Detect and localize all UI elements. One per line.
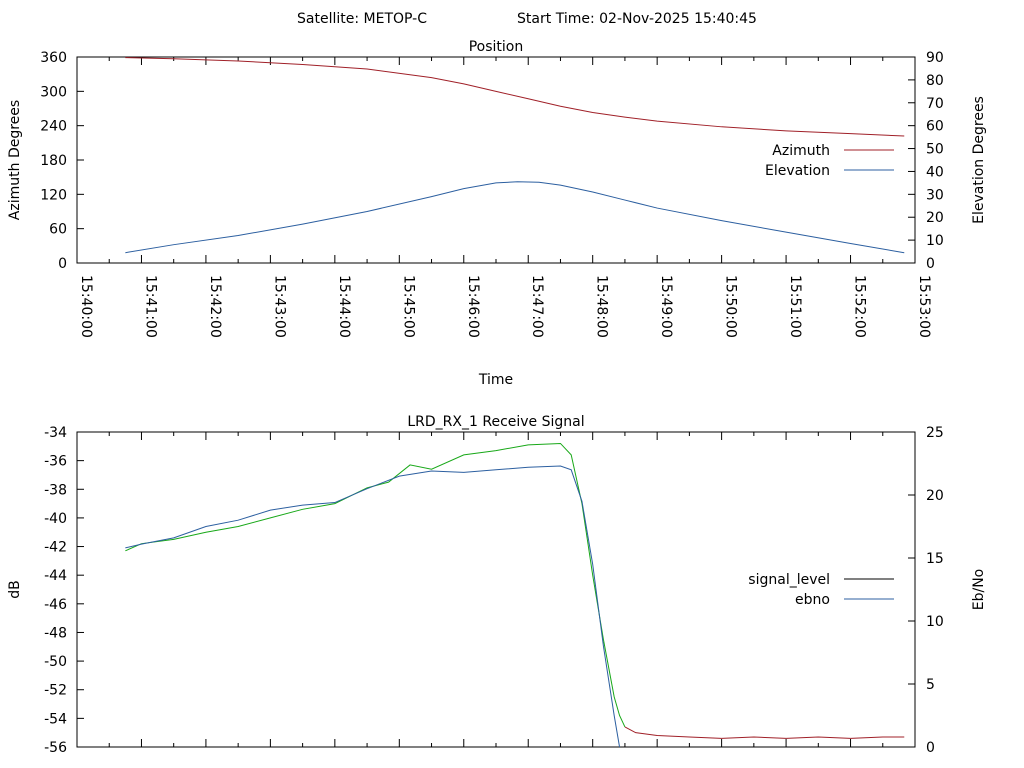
x-tick-label: 15:42:00 (207, 275, 223, 338)
y-tick-label: 120 (40, 187, 67, 203)
x-tick-label: 15:49:00 (658, 275, 674, 338)
x-tick-label: 15:48:00 (594, 275, 610, 338)
y2-tick-label: 60 (926, 119, 944, 135)
y2-tick-label: 20 (926, 210, 944, 226)
y-tick-label: 180 (40, 153, 67, 169)
x-tick-label: 15:41:00 (142, 275, 158, 338)
y2-tick-label: 40 (926, 164, 944, 180)
y2-tick-label: 5 (926, 677, 935, 693)
y2-tick-label: 15 (926, 551, 944, 567)
y-tick-label: -56 (44, 740, 67, 756)
y2-tick-label: 80 (926, 73, 944, 89)
legend-entry-label: Elevation (765, 163, 830, 179)
y2-tick-label: 20 (926, 488, 944, 504)
x-axis-label: Time (478, 372, 513, 388)
ebno-series-line (125, 465, 621, 748)
y2-tick-label: 50 (926, 142, 944, 158)
y-tick-label: -52 (44, 683, 67, 699)
y-tick-label: -34 (44, 425, 67, 441)
y-tick-label: -46 (44, 597, 67, 613)
legend-entry-label: signal_level (748, 572, 830, 588)
y-axis-label: Azimuth Degrees (7, 100, 23, 220)
y2-axis-label: Eb/No (971, 569, 987, 611)
y-axis-label: dB (7, 580, 23, 599)
y-tick-label: -42 (44, 540, 67, 556)
satellite-label: Satellite: METOP-C (297, 11, 427, 27)
legend-entry-label: ebno (795, 592, 830, 608)
plot-frame (76, 431, 916, 748)
x-tick-label: 15:46:00 (465, 275, 481, 338)
y-tick-label: -54 (44, 711, 67, 727)
y-tick-label: 60 (49, 222, 67, 238)
y2-tick-label: 30 (926, 187, 944, 203)
start-time-label: Start Time: 02-Nov-2025 15:40:45 (517, 11, 757, 27)
legend-entry-label: Azimuth (772, 143, 830, 159)
x-tick-label: 15:40:00 (78, 275, 94, 338)
x-tick-label: 15:43:00 (271, 275, 287, 338)
y-tick-label: -40 (44, 511, 67, 527)
position-chart: Position 0 60 120 180 240 300 360 0 10 20 30 40 50 60 7… (7, 39, 987, 388)
signal-level-series-line (624, 726, 905, 739)
x-tick-label: 15:50:00 (723, 275, 739, 338)
x-tick-label: 15:53:00 (916, 275, 932, 338)
y-tick-label: -38 (44, 482, 67, 498)
x-tick-label: 15:51:00 (787, 275, 803, 338)
y2-tick-label: 10 (926, 233, 944, 249)
y2-tick-label: 0 (926, 740, 935, 756)
y-tick-label: -48 (44, 625, 67, 641)
y2-tick-label: 90 (926, 50, 944, 66)
elevation-series-line (125, 181, 905, 254)
chart-title: LRD_RX_1 Receive Signal (407, 414, 584, 430)
x-tick-label: 15:45:00 (400, 275, 416, 338)
receive-signal-chart: LRD_RX_1 Receive Signal -56 -54 -52 -50 -48 -4… (7, 414, 987, 756)
y-tick-label: 300 (40, 84, 67, 100)
y-tick-label: -44 (44, 568, 67, 584)
y2-tick-label: 10 (926, 614, 944, 630)
chart-title: Position (469, 39, 524, 55)
y-tick-label: 0 (58, 256, 67, 272)
y2-tick-label: 25 (926, 425, 944, 441)
y-tick-label: -36 (44, 454, 67, 470)
y-tick-label: 240 (40, 119, 67, 135)
plot-frame (76, 56, 916, 264)
x-tick-label: 15:47:00 (529, 275, 545, 338)
y2-tick-label: 70 (926, 96, 944, 112)
y-tick-label: -50 (44, 654, 67, 670)
azimuth-series-line (125, 57, 905, 137)
signal-level-series-line (125, 442, 626, 728)
x-tick-label: 15:52:00 (852, 275, 868, 338)
y-tick-label: 360 (40, 50, 67, 66)
y2-axis-label: Elevation Degrees (971, 96, 987, 224)
y2-tick-label: 0 (926, 256, 935, 272)
x-tick-label: 15:44:00 (336, 275, 352, 338)
